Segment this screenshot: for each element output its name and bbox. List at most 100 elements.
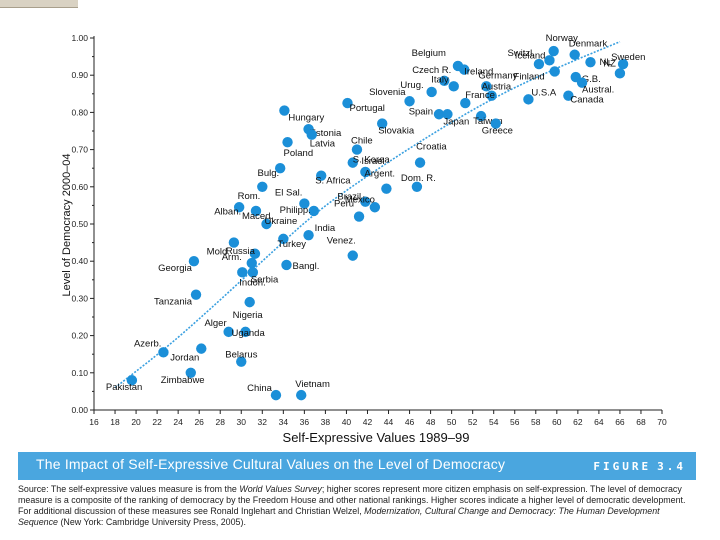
point-label-ukraine: Ukraine — [265, 216, 298, 227]
x-tick-label: 20 — [131, 417, 141, 427]
point-label-turkey: Turkey — [277, 239, 306, 250]
point-label-alban: Alban. — [214, 206, 241, 217]
source-text-3: (New York: Cambridge University Press, 2… — [57, 517, 246, 527]
point-dom-r — [411, 181, 423, 192]
point-nz — [614, 68, 626, 79]
point-label-portugal: Portugal — [349, 103, 384, 114]
point-label-zimbabwe: Zimbabwe — [161, 375, 205, 386]
point-label-belarus: Belarus — [225, 350, 257, 361]
point-zimbabwe — [185, 367, 196, 378]
point-u-s-a — [523, 94, 534, 105]
point-jordan — [196, 343, 207, 354]
point-nigeria — [244, 296, 255, 308]
point-label-ireland: Ireland — [464, 67, 493, 78]
point-s-africa — [316, 170, 327, 181]
x-tick-label: 36 — [300, 417, 310, 427]
top-left-tab-marker — [0, 0, 78, 8]
point-label-denmark: Denmark — [569, 39, 608, 50]
x-tick-label: 16 — [89, 417, 99, 427]
x-tick-label: 26 — [194, 417, 204, 427]
point-label-pakistan: Pakistan — [106, 382, 142, 393]
point-label-nigeria: Nigeria — [233, 310, 264, 321]
point-label-peru: Peru — [334, 199, 354, 210]
point-label-estonia: Estonia — [310, 128, 342, 139]
point-spain — [433, 109, 445, 120]
x-tick-label: 50 — [447, 417, 457, 427]
point-pakistan — [126, 375, 138, 386]
point-china — [270, 389, 282, 401]
point-azerb — [158, 347, 169, 358]
point-label-switzl: Switzl. — [507, 48, 534, 59]
point-label-hungary: Hungary — [288, 113, 324, 124]
source-text-1: Source: The self-expressive values measu… — [18, 484, 240, 494]
x-tick-label: 30 — [237, 417, 247, 427]
point-label-urug: Urug. — [400, 80, 423, 91]
x-tick-label: 56 — [510, 417, 520, 427]
point-philipp — [308, 205, 320, 217]
y-axis-label: Level of Democracy 2000–04 — [61, 153, 73, 296]
point-label-g-b: G.B. — [582, 74, 601, 85]
point-label-argent: Argent. — [364, 169, 395, 180]
point-belarus — [236, 356, 247, 367]
x-tick-label: 18 — [110, 417, 120, 427]
figure-number: 3.4 — [657, 460, 686, 473]
point-poland — [282, 136, 293, 148]
survey-name: World Values Survey — [239, 484, 322, 494]
data-points-group: Norway Switzl.Iceland Denmark NL Sweden Belgi… — [106, 33, 645, 401]
point-label-u-s-a: U.S.A — [531, 87, 556, 98]
point-norway — [548, 45, 559, 57]
point-el-sal — [299, 198, 310, 209]
y-tick-label: 0.50 — [71, 219, 88, 229]
point-indon — [237, 267, 248, 278]
point-taiwan — [475, 110, 487, 122]
point-france — [460, 97, 471, 109]
point-czech-r — [439, 75, 450, 86]
point-iceland — [544, 55, 555, 66]
book-title: Modernization, Cultural Change and Democ… — [18, 506, 660, 527]
point-label-jordan: Jordan — [170, 353, 199, 364]
point-label-slovenia: Slovenia — [369, 87, 406, 98]
point-label-bulg: Bulg. — [258, 168, 280, 179]
point-italy — [448, 81, 459, 92]
point-label-rom: Rom. — [238, 191, 261, 202]
x-tick-label: 70 — [657, 417, 667, 427]
point-label-slovakia: Slovakia — [378, 126, 415, 137]
point-greece — [490, 118, 502, 129]
point-s-korea — [347, 157, 358, 168]
point-label-russia: Russia — [226, 246, 256, 257]
x-tick-label: 40 — [342, 417, 352, 427]
point-austral — [576, 77, 588, 88]
point-venez — [347, 250, 358, 261]
x-axis-label: Self-Expressive Values 1989–99 — [283, 430, 470, 445]
y-tick-label: 0.80 — [71, 107, 88, 117]
point-label-s-korea: S. Korea — [353, 155, 391, 166]
point-label-poland: Poland — [284, 148, 314, 159]
x-tick-label: 58 — [531, 417, 541, 427]
point-label-georgia: Georgia — [158, 263, 193, 274]
y-tick-label: 0.20 — [71, 331, 88, 341]
point-argent — [381, 183, 392, 194]
point-denmark — [569, 49, 580, 60]
point-alger — [223, 326, 234, 338]
y-tick-label: 0.00 — [71, 405, 88, 415]
point-label-alger: Alger — [204, 318, 226, 329]
chart-axes: 16 18 20 22 24 26 28 30 32 34 36 38 40 42 44 46 48 50 52 54… — [71, 33, 667, 427]
trend-line — [114, 40, 621, 389]
point-label-venez: Venez. — [327, 236, 356, 247]
point-urug — [426, 86, 437, 98]
point-slovakia — [377, 118, 388, 129]
point-mexico — [369, 202, 381, 213]
x-tick-label: 62 — [573, 417, 583, 427]
x-tick-label: 32 — [258, 417, 268, 427]
point-label-serbia: Serbia — [251, 274, 279, 285]
x-tick-label: 42 — [363, 417, 373, 427]
point-label-japan: Japan — [443, 116, 469, 127]
point-latvia — [306, 129, 317, 140]
point-label-dom-r: Dom. R. — [401, 173, 436, 184]
figure-word: FIGURE — [593, 460, 652, 473]
point-label-nz: NZ — [603, 58, 616, 69]
point-label-brazil: Brazil — [337, 192, 361, 203]
point-label-philipp: Philipp. — [280, 205, 311, 216]
y-tick-label: 0.40 — [71, 256, 88, 266]
point-label-s-africa: S. Africa — [315, 176, 351, 187]
